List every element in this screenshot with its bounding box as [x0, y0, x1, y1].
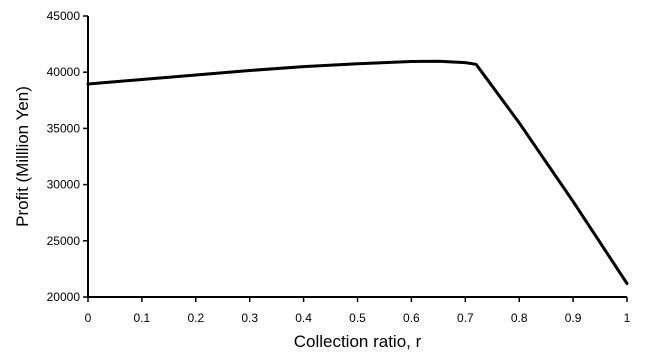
x-tick-label: 0.2: [187, 311, 204, 325]
x-tick-label: 0.3: [241, 311, 258, 325]
x-tick-label: 0.7: [457, 311, 474, 325]
x-tick-label: 0.5: [349, 311, 366, 325]
y-tick-label: 20000: [47, 290, 81, 304]
x-tick-label: 0.6: [403, 311, 420, 325]
x-axis: 0 0.1 0.2 0.3 0.4 0.5 0.6 0.7 0.8 0.9 1: [85, 296, 631, 325]
x-axis-title: Collection ratio, r: [294, 332, 422, 351]
y-tick-label: 25000: [47, 234, 81, 248]
series-layer: [86, 59, 629, 285]
x-tick-label: 0.1: [134, 311, 151, 325]
y-axis-title: Profit (Milllion Yen): [13, 86, 32, 227]
y-tick-label: 45000: [47, 9, 81, 23]
x-tick-label: 0.8: [511, 311, 528, 325]
y-tick-label: 35000: [47, 121, 81, 135]
series-line-0: [86, 59, 629, 285]
y-axis: 20000 25000 30000 35000 40000 45000: [47, 9, 89, 304]
x-tick-label: 0.4: [295, 311, 312, 325]
x-tick-label: 1: [624, 311, 631, 325]
y-tick-label: 40000: [47, 65, 81, 79]
x-tick-label: 0: [85, 311, 92, 325]
x-tick-label: 0.9: [565, 311, 582, 325]
y-tick-label: 30000: [47, 178, 81, 192]
